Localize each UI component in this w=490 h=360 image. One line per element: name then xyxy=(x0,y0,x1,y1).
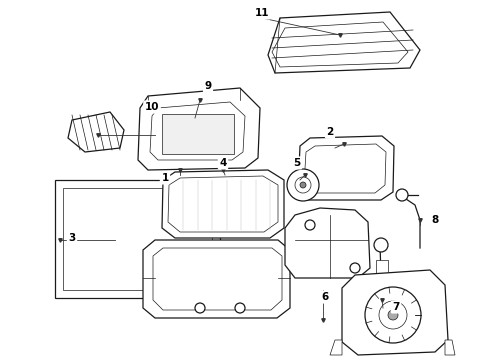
Polygon shape xyxy=(342,270,448,355)
Circle shape xyxy=(350,263,360,273)
Circle shape xyxy=(305,220,315,230)
Circle shape xyxy=(300,182,306,188)
Polygon shape xyxy=(143,240,290,318)
Circle shape xyxy=(235,303,245,313)
Text: 2: 2 xyxy=(326,127,334,137)
Circle shape xyxy=(396,189,408,201)
Bar xyxy=(55,180,220,298)
Text: 4: 4 xyxy=(220,158,227,168)
Circle shape xyxy=(374,238,388,252)
Polygon shape xyxy=(330,340,342,355)
Circle shape xyxy=(379,301,407,329)
Polygon shape xyxy=(298,136,394,200)
Polygon shape xyxy=(138,88,260,170)
Bar xyxy=(162,114,234,154)
Text: 3: 3 xyxy=(69,233,75,243)
Polygon shape xyxy=(445,340,455,355)
Bar xyxy=(63,188,212,290)
Circle shape xyxy=(295,177,311,193)
Circle shape xyxy=(204,104,212,112)
Polygon shape xyxy=(285,208,370,278)
Circle shape xyxy=(365,287,421,343)
Polygon shape xyxy=(185,96,228,118)
Text: 11: 11 xyxy=(255,8,269,18)
Circle shape xyxy=(287,169,319,201)
Text: 10: 10 xyxy=(145,102,159,112)
Text: 1: 1 xyxy=(161,173,169,183)
Circle shape xyxy=(195,303,205,313)
Text: 6: 6 xyxy=(321,292,329,302)
Circle shape xyxy=(376,299,388,311)
Polygon shape xyxy=(268,12,420,73)
Polygon shape xyxy=(162,170,284,238)
Polygon shape xyxy=(150,102,245,160)
Text: 5: 5 xyxy=(294,158,301,168)
Circle shape xyxy=(388,310,398,320)
Bar xyxy=(376,260,388,290)
Text: 8: 8 xyxy=(431,215,439,225)
Text: 7: 7 xyxy=(392,302,400,312)
Polygon shape xyxy=(68,112,124,152)
Text: 9: 9 xyxy=(204,81,212,91)
